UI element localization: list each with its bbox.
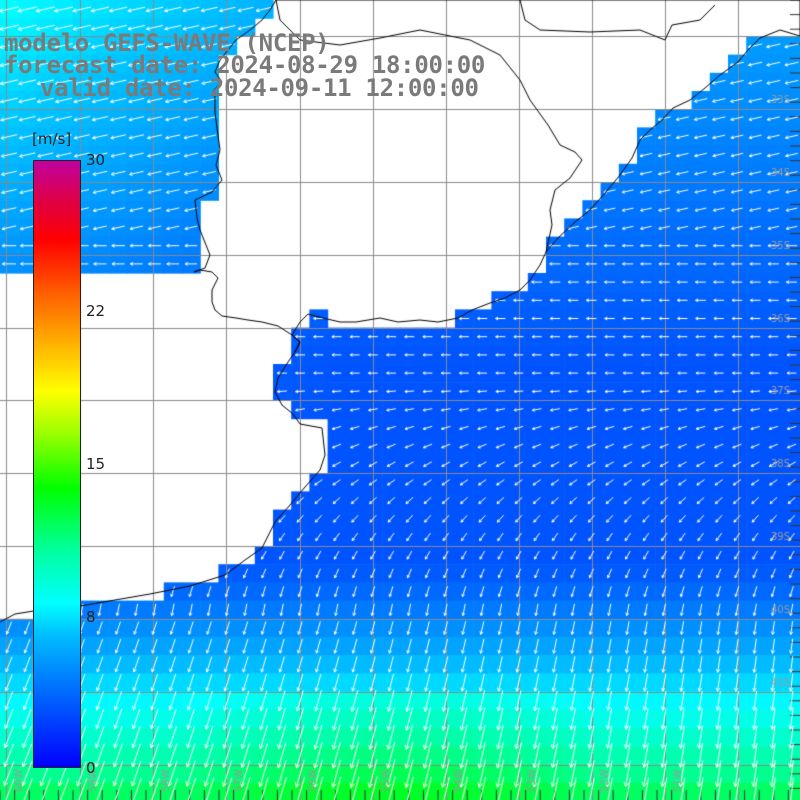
colorbar-unit: [m/s]: [32, 130, 72, 148]
colorbar: [33, 160, 81, 768]
colorbar-tick: 8: [86, 608, 96, 626]
forecast-date: forecast date: 2024-08-29 18:00:00: [4, 51, 486, 79]
colorbar-tick: 15: [86, 455, 106, 473]
colorbar-tick: 30: [86, 151, 106, 169]
colorbar-tick: 22: [86, 302, 106, 320]
valid-date: valid date: 2024-09-11 12:00:00: [40, 74, 479, 102]
colorbar-tick: 0: [86, 759, 96, 777]
model-title: modelo GEFS-WAVE (NCEP): [4, 29, 330, 57]
